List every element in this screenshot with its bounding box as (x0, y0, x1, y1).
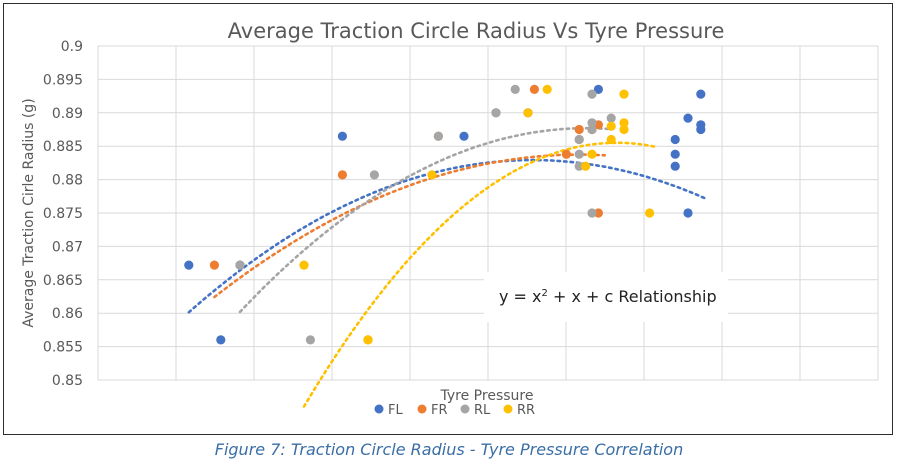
point-fl (696, 89, 706, 99)
x-axis-label: Tyre Pressure (440, 388, 534, 404)
point-rr (363, 335, 373, 345)
y-tick-label: 0.895 (43, 72, 83, 88)
point-fl (670, 134, 680, 145)
point-fr (561, 149, 572, 159)
trendlines (187, 126, 709, 408)
trendline-rl (238, 126, 613, 314)
chart-title: Average Traction Circle Radius Vs Tyre P… (228, 19, 725, 43)
point-rl (433, 131, 443, 141)
y-tick-label: 0.88 (52, 173, 83, 189)
point-fl (459, 131, 469, 141)
point-rl (510, 84, 520, 94)
annotation-superscript: 2 (542, 288, 548, 299)
point-rr (542, 84, 552, 94)
legend: FL FR RL RR (374, 403, 535, 418)
point-rr (523, 108, 533, 118)
point-rl (235, 260, 245, 270)
point-fr (209, 260, 219, 270)
y-tick-label: 0.9 (61, 39, 83, 55)
legend-marker-rl (460, 404, 470, 414)
trendline-fl (187, 158, 709, 314)
point-rl (574, 134, 584, 145)
legend-label-rl: RL (474, 403, 491, 418)
point-rr (619, 89, 629, 99)
point-rl (574, 149, 584, 159)
annotation-box: y = x2 + x + c Relationship (484, 272, 728, 322)
point-fl (683, 113, 693, 123)
point-rl (574, 161, 584, 171)
y-axis-label: Average Traction Cirle Radius (g) (21, 98, 37, 327)
point-rr (619, 118, 629, 128)
legend-marker-fl (374, 404, 384, 414)
chart-svg: Average Traction Circle Radius Vs Tyre P… (21, 19, 879, 418)
point-rl (606, 113, 616, 123)
y-tick-label: 0.89 (52, 106, 83, 122)
y-tick-label: 0.885 (43, 139, 83, 155)
y-tick-label: 0.865 (43, 273, 83, 289)
point-rl (587, 124, 597, 135)
y-tick-label: 0.85 (52, 373, 83, 389)
point-rr (645, 208, 655, 218)
point-rl (305, 335, 315, 345)
point-rl (587, 89, 597, 99)
point-rr (427, 170, 437, 180)
point-fl (683, 208, 693, 218)
point-rl (491, 108, 501, 118)
point-rr (587, 149, 597, 159)
y-tick-labels: 0.85 0.855 0.86 0.865 0.87 0.875 0.88 0.885 0.89… (43, 39, 83, 389)
point-rl (369, 170, 379, 180)
trendline-rr (302, 141, 658, 408)
point-fl (184, 260, 194, 270)
point-fl (696, 124, 706, 135)
figure-caption: Figure 7: Traction Circle Radius - Tyre … (214, 440, 684, 459)
point-fr (593, 208, 604, 218)
point-rr (581, 161, 591, 171)
y-tick-label: 0.875 (43, 206, 83, 222)
point-fl (593, 84, 604, 94)
point-rr (619, 124, 629, 135)
y-tick-label: 0.855 (43, 340, 83, 356)
point-rl (587, 118, 597, 128)
svg-text:y = x2 + x + c Relationship: y = x2 + x + c Relationship (499, 287, 717, 306)
point-fl (670, 161, 680, 171)
y-tick-label: 0.86 (52, 306, 83, 322)
point-fr (574, 124, 584, 135)
point-rr (606, 134, 616, 145)
point-rr (299, 260, 309, 270)
legend-label-fl: FL (388, 403, 403, 418)
point-fr (337, 170, 347, 180)
legend-label-rr: RR (517, 403, 535, 418)
point-rl (587, 208, 597, 218)
point-fr (529, 84, 540, 94)
legend-label-fr: FR (431, 403, 448, 418)
legend-marker-rr (503, 404, 513, 414)
gridlines (97, 45, 879, 381)
point-fl (337, 131, 347, 141)
legend-marker-fr (417, 404, 427, 414)
annotation-suffix: + x + c Relationship (548, 287, 717, 306)
data-points (184, 84, 706, 345)
annotation-prefix: y = x (499, 287, 542, 306)
point-fl (216, 335, 226, 345)
y-tick-label: 0.87 (52, 239, 83, 255)
trendline-fr (213, 153, 607, 299)
point-fl (670, 149, 680, 159)
point-rr (606, 121, 616, 131)
